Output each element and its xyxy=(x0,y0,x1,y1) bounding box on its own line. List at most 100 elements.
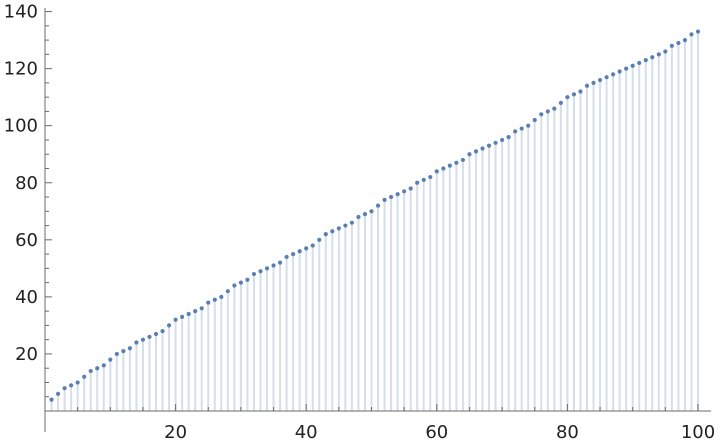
data-point xyxy=(382,197,387,202)
data-point xyxy=(480,146,485,151)
y-tick-label: 120 xyxy=(4,59,38,80)
data-point xyxy=(173,317,178,322)
data-point xyxy=(643,57,648,63)
data-point xyxy=(166,323,172,328)
data-point xyxy=(591,80,596,86)
data-point xyxy=(519,126,524,131)
data-point xyxy=(238,280,243,285)
data-point xyxy=(264,266,270,271)
data-point xyxy=(49,397,54,402)
data-point xyxy=(153,331,159,337)
data-point xyxy=(82,374,87,379)
data-point xyxy=(637,60,642,66)
data-point xyxy=(55,391,61,396)
data-point xyxy=(473,149,479,154)
data-point xyxy=(317,237,322,242)
data-point xyxy=(369,209,374,214)
data-point xyxy=(656,52,661,57)
data-point xyxy=(526,123,531,128)
data-point xyxy=(545,109,550,114)
data-point xyxy=(336,226,341,231)
y-tick-label: 80 xyxy=(15,173,38,194)
data-point xyxy=(160,329,165,334)
data-point xyxy=(565,95,570,100)
data-point xyxy=(127,346,132,351)
data-point xyxy=(271,263,276,268)
data-point xyxy=(284,254,289,260)
data-point xyxy=(95,366,100,371)
y-tick-label: 20 xyxy=(15,344,38,365)
data-point xyxy=(506,135,511,140)
x-tick-label: 60 xyxy=(425,422,448,442)
data-point xyxy=(552,106,557,111)
data-point xyxy=(199,306,204,311)
data-point xyxy=(447,163,452,168)
data-point xyxy=(689,32,694,37)
data-point xyxy=(441,166,446,171)
data-point xyxy=(134,340,139,345)
y-tick-label: 140 xyxy=(4,2,38,23)
data-point xyxy=(597,77,603,83)
data-point xyxy=(624,66,629,71)
stem-lines xyxy=(50,31,699,411)
data-point xyxy=(349,220,355,225)
data-point xyxy=(532,117,537,123)
data-point xyxy=(186,311,191,317)
data-point xyxy=(650,55,655,60)
data-point xyxy=(460,157,466,163)
data-point xyxy=(310,243,315,248)
data-point xyxy=(62,386,67,391)
data-point xyxy=(225,289,230,294)
data-point xyxy=(330,229,335,234)
data-point xyxy=(180,314,185,319)
data-point xyxy=(682,38,688,43)
data-point xyxy=(219,294,224,299)
data-point xyxy=(402,189,407,194)
y-tick-label: 100 xyxy=(4,116,38,137)
x-tick-label: 20 xyxy=(164,422,187,442)
data-point xyxy=(101,363,106,368)
data-point xyxy=(630,63,635,68)
data-point xyxy=(663,49,668,54)
data-point xyxy=(251,271,257,277)
data-point xyxy=(486,143,492,148)
data-point xyxy=(428,174,433,180)
data-point xyxy=(140,337,146,342)
data-point xyxy=(297,249,302,254)
x-tick-label: 40 xyxy=(295,422,318,442)
data-point xyxy=(611,72,616,77)
data-point xyxy=(669,43,674,48)
tick-marks xyxy=(45,11,699,411)
data-point xyxy=(395,192,400,197)
data-point xyxy=(147,334,152,339)
data-point xyxy=(408,186,413,191)
data-point xyxy=(500,137,505,143)
data-point xyxy=(343,223,348,228)
tick-labels: 20 40 60 80 100 20 40 60 80 100 120 140 xyxy=(4,2,716,442)
data-point xyxy=(362,212,368,217)
data-point xyxy=(232,283,237,288)
data-point xyxy=(375,203,381,208)
x-tick-label: 80 xyxy=(556,422,579,442)
data-point xyxy=(245,277,250,282)
y-tick-label: 40 xyxy=(15,287,38,308)
data-point xyxy=(193,309,198,314)
data-points xyxy=(49,29,701,402)
data-point xyxy=(454,160,459,165)
data-point xyxy=(114,351,119,357)
data-point xyxy=(434,169,439,174)
data-point xyxy=(277,260,283,265)
y-tick-label: 60 xyxy=(15,230,38,251)
data-point xyxy=(415,180,420,185)
data-point xyxy=(539,112,544,117)
data-point xyxy=(571,92,577,97)
data-point xyxy=(513,129,518,134)
data-point xyxy=(388,194,394,200)
data-point xyxy=(69,383,74,388)
data-point xyxy=(604,75,609,80)
data-point xyxy=(291,251,296,257)
x-tick-label: 100 xyxy=(681,422,715,442)
data-point xyxy=(676,40,681,46)
data-point xyxy=(304,246,309,251)
